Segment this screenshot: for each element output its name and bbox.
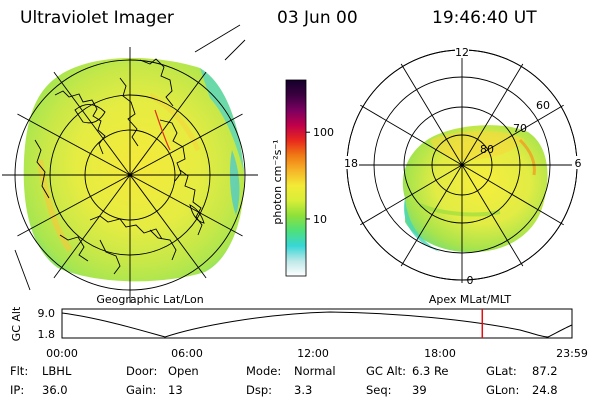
status-label: Mode: (246, 364, 282, 378)
status-label: Flt: (10, 364, 29, 378)
status-value: 36.0 (42, 383, 68, 397)
status-value: Normal (294, 364, 336, 378)
right-auroral-oval (402, 125, 548, 253)
timeline-xtick-label: 12:00 (297, 347, 329, 360)
apex-polar-map: 12 18 6 0 60 70 80 (343, 45, 584, 287)
geographic-map (2, 47, 258, 303)
status-label: GLon: (486, 383, 520, 397)
mlat-label-80: 80 (480, 143, 494, 156)
status-label: Seq: (366, 383, 392, 397)
timeline-xtick-label: 23:59 (556, 347, 588, 360)
status-value: 13 (168, 383, 183, 397)
mlt-label-12: 12 (455, 46, 469, 59)
status-value: 3.3 (294, 383, 313, 397)
status-value: Open (168, 364, 199, 378)
left-terminator-line (154, 109, 171, 151)
timeline-ytick-max: 9.0 (38, 307, 56, 320)
timeline-ylabel: GC Alt (10, 306, 23, 341)
timeline-xticks: 00:00 06:00 12:00 18:00 23:59 (46, 347, 588, 360)
graticule (2, 47, 258, 303)
left-map-caption: Geographic Lat/Lon (96, 293, 203, 306)
status-label: Gain: (126, 383, 157, 397)
timeline-xtick-label: 06:00 (171, 347, 203, 360)
colorbar-ticks: 100 10 (306, 126, 334, 226)
status-value: 6.3 Re (412, 364, 449, 378)
mlt-label-18: 18 (344, 157, 358, 170)
app-title: Ultraviolet Imager (20, 8, 174, 28)
timeline-ytick-min: 1.8 (38, 328, 56, 341)
colorbar-tick-label: 10 (313, 213, 327, 226)
status-label: Dsp: (246, 383, 273, 397)
timeline-xtick-label: 00:00 (46, 347, 78, 360)
status-value: 87.2 (532, 364, 558, 378)
colorbar-label: photon cm⁻²s⁻¹ (271, 139, 284, 224)
mlt-label-0: 0 (467, 274, 474, 287)
status-label: GLat: (486, 364, 517, 378)
header-time: 19:46:40 UT (432, 8, 537, 28)
mlat-label-60: 60 (536, 99, 550, 112)
status-label: IP: (10, 383, 25, 397)
status-value: LBHL (42, 364, 72, 378)
colorbar-tick-label: 100 (313, 126, 334, 139)
status-label: Door: (126, 364, 158, 378)
altitude-timeline: GC Alt 9.0 1.8 00:00 06:00 12:00 18:00 23:59 (10, 306, 588, 360)
status-value: 39 (412, 383, 427, 397)
status-label: GC Alt: (366, 364, 407, 378)
coastlines (34, 58, 205, 275)
timeline-xtick-label: 18:00 (424, 347, 456, 360)
status-value: 24.8 (532, 383, 558, 397)
mlt-label-6: 6 (575, 157, 582, 170)
colorbar (285, 79, 307, 277)
mlat-label-70: 70 (513, 122, 527, 135)
orbit-altitude-curve (61, 311, 573, 338)
header-date: 03 Jun 00 (277, 8, 358, 28)
right-map-caption: Apex MLat/MLT (429, 293, 512, 306)
